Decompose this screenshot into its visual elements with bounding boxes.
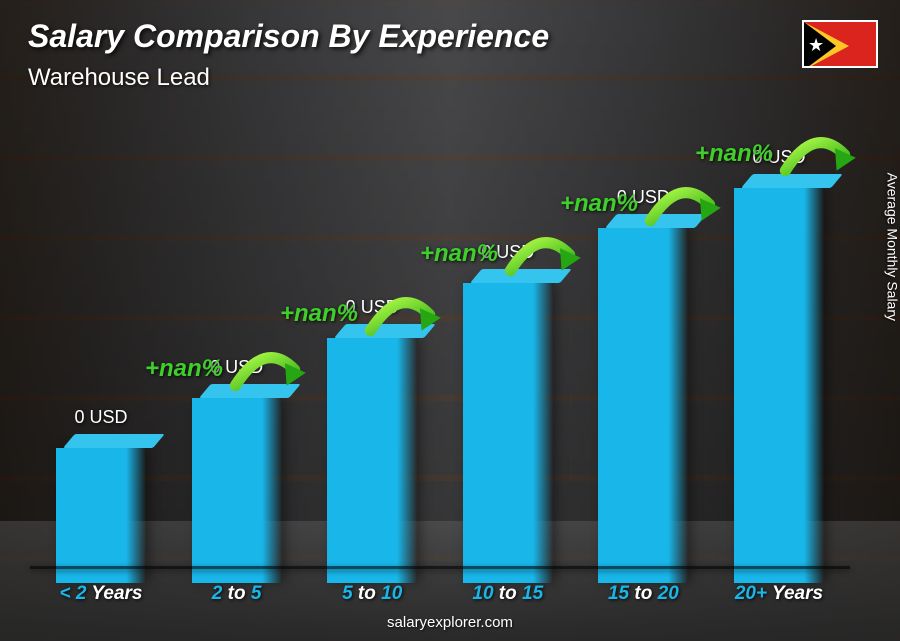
- page-title: Salary Comparison By Experience: [28, 18, 549, 55]
- footer-credit: salaryexplorer.com: [0, 614, 900, 631]
- delta-arrow-icon: [364, 289, 424, 339]
- bar-slot: 0 USD: [449, 269, 567, 569]
- category-label: 15 to 20: [584, 583, 702, 605]
- bar-front-face: [327, 338, 417, 583]
- bar-slot: 0 USD: [584, 214, 702, 569]
- bar: 0 USD: [463, 269, 553, 569]
- bar: 0 USD: [192, 384, 282, 569]
- bar: 0 USD: [327, 324, 417, 569]
- flag-star-icon: ★: [808, 36, 824, 54]
- bar-value-label: 0 USD: [74, 407, 127, 428]
- bar-slot: 0 USD: [178, 384, 296, 569]
- bar-slot: 0 USD: [313, 324, 431, 569]
- delta-text: +nan%: [695, 140, 773, 168]
- delta-text: +nan%: [560, 190, 638, 218]
- bar-front-face: [463, 283, 553, 583]
- bar: 0 USD: [734, 174, 824, 569]
- category-label: 10 to 15: [449, 583, 567, 605]
- bar-slot: 0 USD: [720, 174, 838, 569]
- delta-arrow-icon: [644, 179, 704, 229]
- bar-front-face: [192, 398, 282, 583]
- delta-annotation: +nan%: [560, 179, 704, 229]
- delta-arrow-icon: [229, 344, 289, 394]
- delta-annotation: +nan%: [420, 229, 564, 279]
- delta-annotation: +nan%: [145, 344, 289, 394]
- delta-text: +nan%: [145, 355, 223, 383]
- delta-text: +nan%: [420, 240, 498, 268]
- bar-front-face: [56, 448, 146, 583]
- bar-front-face: [734, 188, 824, 583]
- bar-front-face: [598, 228, 688, 583]
- bar: 0 USD: [598, 214, 688, 569]
- delta-text: +nan%: [280, 300, 358, 328]
- infographic-canvas: Salary Comparison By Experience Warehous…: [0, 0, 900, 641]
- delta-arrow-icon: [779, 129, 839, 179]
- category-label: 20+ Years: [720, 583, 838, 605]
- category-label: 5 to 10: [313, 583, 431, 605]
- category-axis: < 2 Years 2 to 5 5 to 10 10 to 15 15 to 20 20…: [30, 583, 850, 605]
- y-axis-label: Average Monthly Salary: [884, 172, 900, 320]
- delta-annotation: +nan%: [695, 129, 839, 179]
- bar-top-face: [63, 434, 165, 448]
- bar-slot: 0 USD: [42, 434, 160, 569]
- chart-area: 0 USD 0 USD 0 USD 0 USD 0 USD 0 USD +nan% +nan…: [30, 99, 850, 569]
- delta-annotation: +nan%: [280, 289, 424, 339]
- page-subtitle: Warehouse Lead: [28, 64, 210, 92]
- category-label: 2 to 5: [178, 583, 296, 605]
- delta-arrow-icon: [504, 229, 564, 279]
- country-flag: ★: [802, 20, 878, 68]
- category-label: < 2 Years: [42, 583, 160, 605]
- bar: 0 USD: [56, 434, 146, 569]
- chart-baseline: [30, 566, 850, 569]
